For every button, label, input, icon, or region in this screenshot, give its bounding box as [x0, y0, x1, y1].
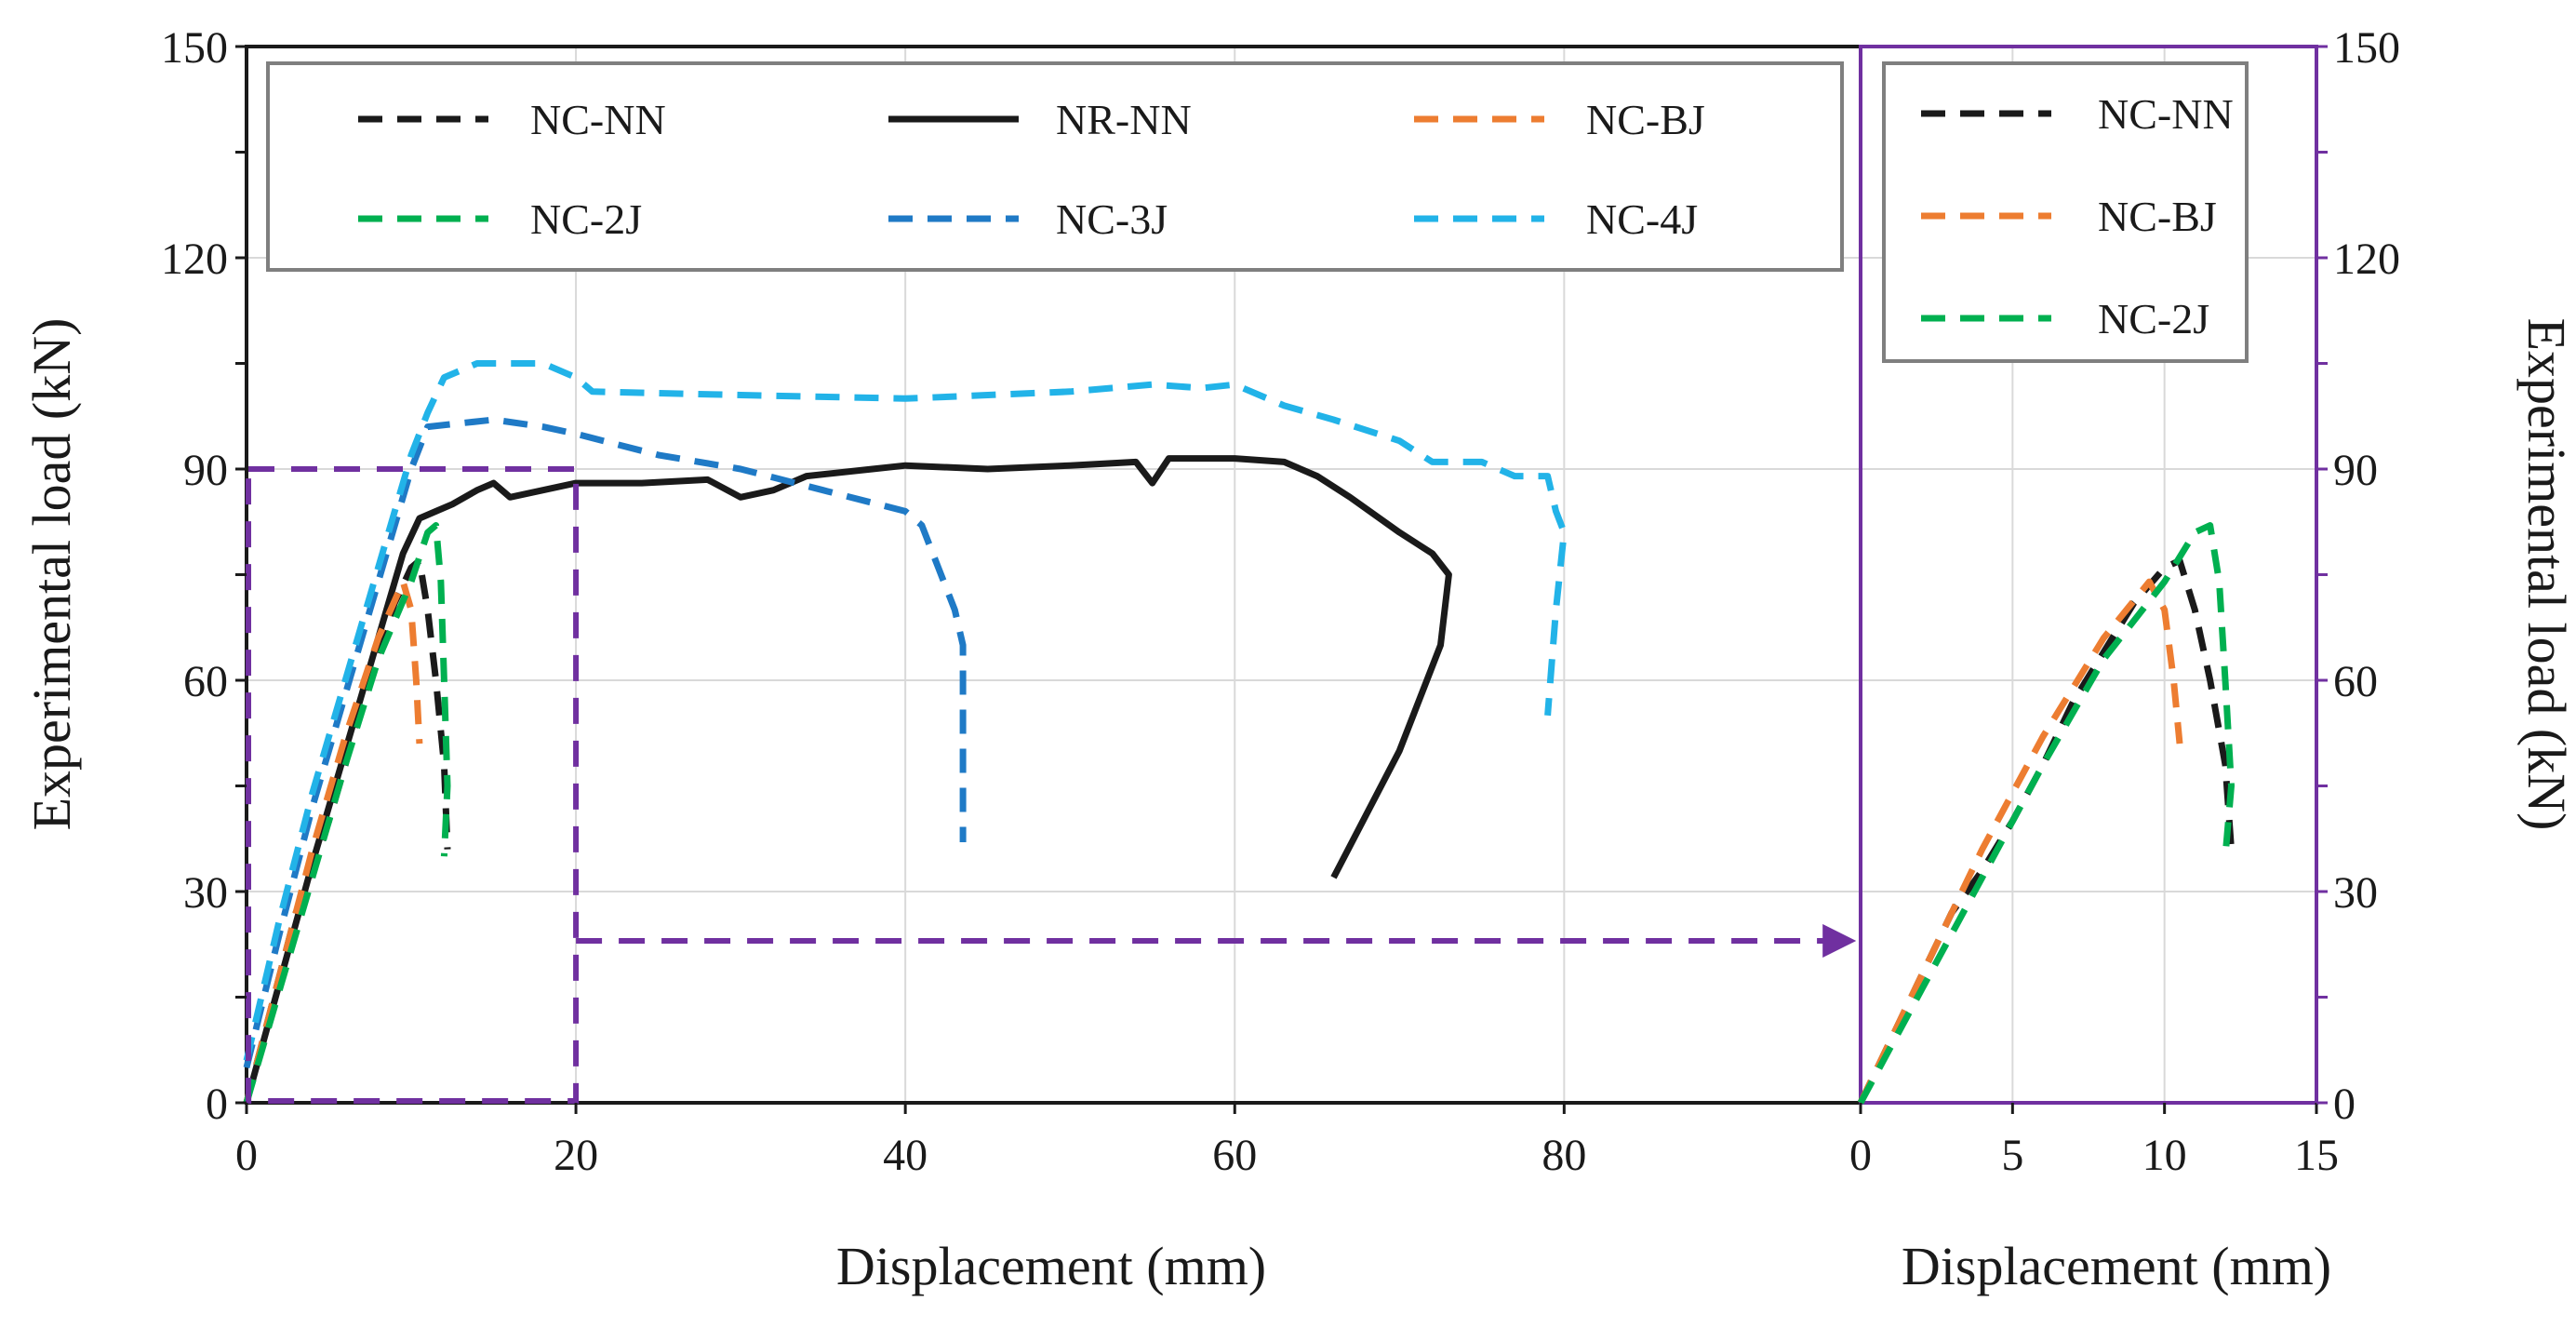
inset-plot-series — [1857, 522, 2235, 1105]
x-tick-label: 0 — [235, 1131, 258, 1180]
x-tick-label: 20 — [554, 1131, 598, 1180]
zoom-annotations — [246, 466, 1857, 1104]
x-tick-label: 60 — [1212, 1131, 1257, 1180]
legend-label-nr-nn: NR-NN — [1056, 96, 1192, 143]
x-tick-label: 0 — [1849, 1131, 1872, 1180]
y-tick-label: 150 — [2333, 23, 2400, 73]
legend-label-nc-2j: NC-2J — [2098, 295, 2209, 342]
main-tick-labels: 0 20 40 60 80 0 30 60 90 120 150 — [161, 23, 1586, 1180]
series-line-nc-bj — [1857, 578, 2183, 1105]
legend-label-nc-2j: NC-2J — [530, 195, 642, 243]
inset-legend-items: NC-NN NC-BJ NC-2J — [1921, 90, 2234, 342]
inset-legend: NC-NN NC-BJ NC-2J — [1882, 61, 2249, 363]
x-tick-label: 5 — [2001, 1131, 2023, 1180]
main-plot-series — [243, 360, 1568, 1104]
y-tick-label: 120 — [161, 235, 228, 284]
series-line-nc-bj — [243, 578, 423, 1104]
main-legend: NC-NN NR-NN NC-BJ NC-2J NC-3J NC-4J — [266, 61, 1844, 272]
legend-label-nc-bj: NC-BJ — [2098, 193, 2217, 240]
inset-x-axis-title: Displacement (mm) — [1902, 1236, 2331, 1296]
y-tick-label: 90 — [183, 446, 228, 495]
main-legend-items: NC-NN NR-NN NC-BJ NC-2J NC-3J NC-4J — [358, 96, 1705, 243]
legend-label-nc-bj: NC-BJ — [1586, 96, 1705, 143]
series-line-nc-3j — [243, 416, 967, 1069]
series-line-nc-2j — [1857, 522, 2235, 1105]
y-tick-label: 120 — [2333, 235, 2400, 284]
main-legend-box — [266, 61, 1844, 272]
y-tick-label: 30 — [183, 868, 228, 918]
y-tick-label: 60 — [2333, 657, 2378, 706]
y-tick-label: 90 — [2333, 446, 2378, 495]
x-tick-label: 80 — [1542, 1131, 1586, 1180]
series-line-nc-2j — [243, 522, 451, 1104]
y-tick-label: 150 — [161, 23, 228, 73]
x-tick-label: 40 — [883, 1131, 928, 1180]
legend-label-nc-3j: NC-3J — [1056, 195, 1168, 243]
series-line-nc-4j — [243, 360, 1568, 1062]
y-tick-label: 30 — [2333, 868, 2378, 918]
series-line-nc-nn — [1857, 557, 2235, 1105]
series-line-nr-nn — [243, 455, 1452, 1104]
x-tick-label: 10 — [2142, 1131, 2187, 1180]
x-tick-label: 15 — [2294, 1131, 2339, 1180]
series-line-nc-nn — [243, 557, 451, 1104]
legend-label-nc-nn: NC-NN — [530, 96, 666, 143]
inset-y-axis-title: Experimental load (kN) — [2516, 318, 2576, 831]
y-tick-label: 0 — [2333, 1080, 2356, 1129]
zoom-highlight-box — [246, 466, 580, 1104]
legend-label-nc-nn: NC-NN — [2098, 90, 2234, 138]
main-x-axis-title: Displacement (mm) — [836, 1236, 1266, 1296]
y-tick-label: 60 — [183, 657, 228, 706]
legend-label-nc-4j: NC-4J — [1586, 195, 1698, 243]
y-tick-label: 0 — [206, 1080, 228, 1129]
main-y-axis-title: Experimental load (kN) — [21, 318, 82, 831]
